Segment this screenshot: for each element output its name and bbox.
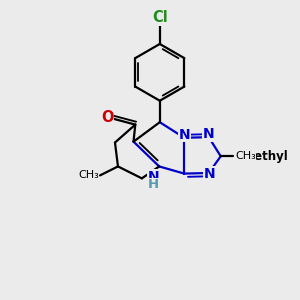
- Text: methyl: methyl: [242, 150, 288, 163]
- Text: N: N: [178, 128, 190, 142]
- Text: O: O: [101, 110, 114, 124]
- Text: N: N: [204, 167, 216, 181]
- Text: Cl: Cl: [152, 10, 168, 25]
- Text: CH₃: CH₃: [78, 170, 99, 180]
- Text: N: N: [147, 170, 159, 184]
- Text: H: H: [148, 178, 159, 191]
- Text: N: N: [203, 127, 214, 141]
- Text: CH₃: CH₃: [235, 151, 256, 161]
- Text: methyl: methyl: [236, 156, 241, 157]
